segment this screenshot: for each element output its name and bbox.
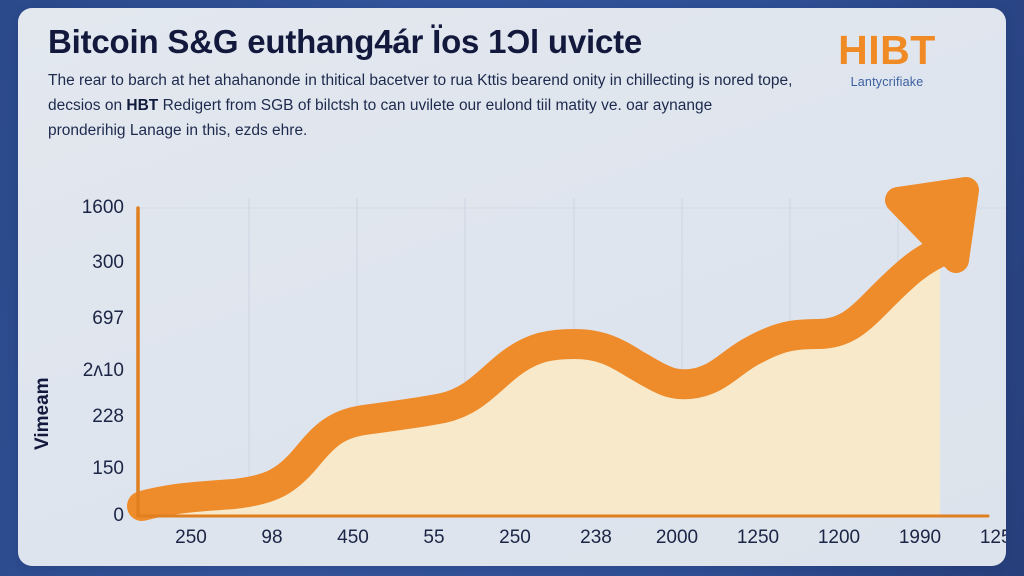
subtitle-part-1: The rear to barch at het ahahanonde in t… xyxy=(48,71,793,115)
header: Bitcoin S&G euthang4ár Ïos 1Ɔl uvicte Th… xyxy=(48,23,818,144)
subtitle-part-2: Redigert from SGB of bilctsh to can uvil… xyxy=(48,97,713,140)
chart-area: Vimeam xyxy=(18,168,1006,566)
page-title: Bitcoin S&G euthang4ár Ïos 1Ɔl uvicte xyxy=(48,23,643,60)
y-tick: 1600 xyxy=(81,197,124,218)
chart-trend-line xyxy=(127,235,959,521)
y-tick: 0 xyxy=(113,505,124,526)
y-tick: 228 xyxy=(92,406,124,427)
x-tick: 250 xyxy=(175,527,207,548)
y-tick: 300 xyxy=(92,252,124,273)
x-tick: 450 xyxy=(337,527,369,548)
logo-wordmark: HIBT xyxy=(838,27,936,73)
chart-y-axis-title: Vimeam xyxy=(32,377,53,450)
content-card: Bitcoin S&G euthang4ár Ïos 1Ɔl uvicte Th… xyxy=(18,8,1006,566)
x-tick: 1254 xyxy=(979,527,1006,548)
y-tick: 697 xyxy=(92,308,124,329)
y-tick: 150 xyxy=(92,458,124,479)
logo-tagline: Lantycrifiake xyxy=(850,75,924,89)
x-tick: 1200 xyxy=(817,527,861,548)
y-tick: 2ʌ10 xyxy=(82,360,124,381)
subtitle-emphasis: HBT xyxy=(126,97,159,115)
x-tick: 250 xyxy=(499,527,531,548)
chart-arrow-head xyxy=(885,177,979,273)
x-tick: 55 xyxy=(423,527,445,548)
page-subtitle: The rear to barch at het ahahanonde in t… xyxy=(48,68,793,144)
chart-area-fill xyxy=(138,264,940,516)
x-tick: 238 xyxy=(580,527,612,548)
x-tick: 2000 xyxy=(655,527,699,548)
x-tick: 1990 xyxy=(898,527,942,548)
x-tick: 98 xyxy=(261,527,283,548)
brand-logo: HIBT Lantycrifiake xyxy=(792,27,982,90)
growth-area-chart xyxy=(127,177,1006,521)
x-tick: 1250 xyxy=(736,527,780,548)
